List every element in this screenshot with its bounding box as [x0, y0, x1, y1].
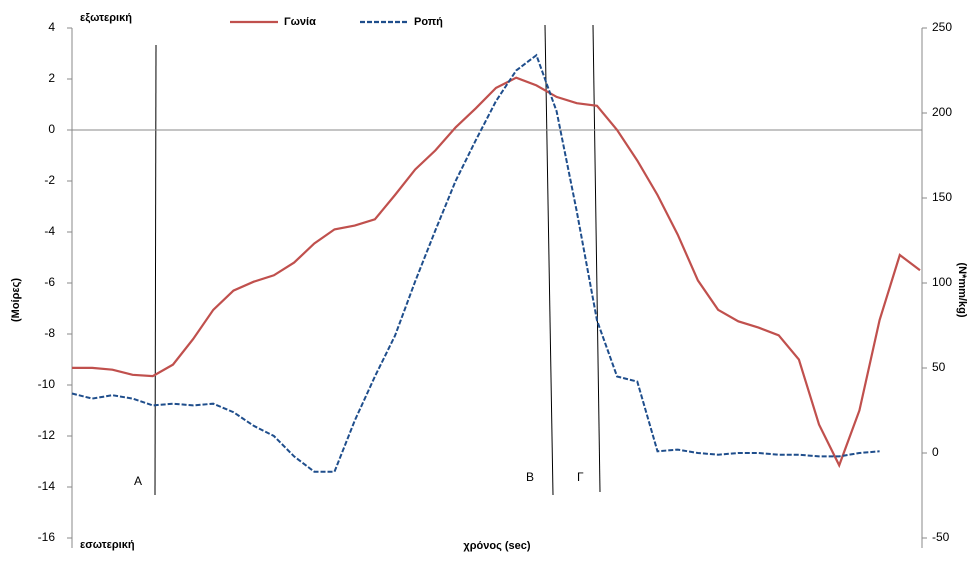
legend-label: Γωνία	[284, 16, 316, 28]
y2-tick-label: 250	[932, 20, 952, 34]
annotation: Β	[526, 470, 534, 484]
y-tick-label: -14	[38, 479, 56, 493]
y2-tick-label: 0	[932, 445, 939, 459]
y2-tick-label: 50	[932, 360, 946, 374]
marker-line	[154, 44, 157, 496]
y2-tick-label: 200	[932, 105, 952, 119]
series-line	[72, 76, 921, 469]
y-tick-label: -4	[44, 224, 55, 238]
y-tick-label: 0	[48, 122, 55, 136]
y2-tick-label: -50	[932, 530, 950, 544]
annotation: Α	[134, 474, 142, 488]
y-tick-label: -16	[38, 530, 56, 544]
x-axis-label: χρόνος (sec)	[463, 540, 530, 552]
y-tick-label: -2	[44, 173, 55, 187]
series-line	[71, 53, 880, 473]
y-tick-label: 4	[48, 20, 55, 34]
legend-label: Ροπή	[414, 16, 443, 28]
y-axis-label: (Μοίρες)	[10, 278, 22, 322]
annotation: εξωτερική	[80, 12, 132, 24]
y2-tick-label: 150	[932, 190, 952, 204]
annotation: Γ	[577, 470, 584, 484]
y-tick-label: -8	[44, 326, 55, 340]
annotation: εσωτερική	[80, 539, 135, 551]
y-tick-label: -6	[44, 275, 55, 289]
marker-line	[544, 24, 554, 496]
y2-axis-label: (N*mm/kg)	[956, 262, 968, 317]
y2-tick-label: 100	[932, 275, 952, 289]
y-tick-label: 2	[48, 71, 55, 85]
y-tick-label: -10	[38, 377, 56, 391]
y-tick-label: -12	[38, 428, 56, 442]
marker-line	[592, 24, 601, 493]
